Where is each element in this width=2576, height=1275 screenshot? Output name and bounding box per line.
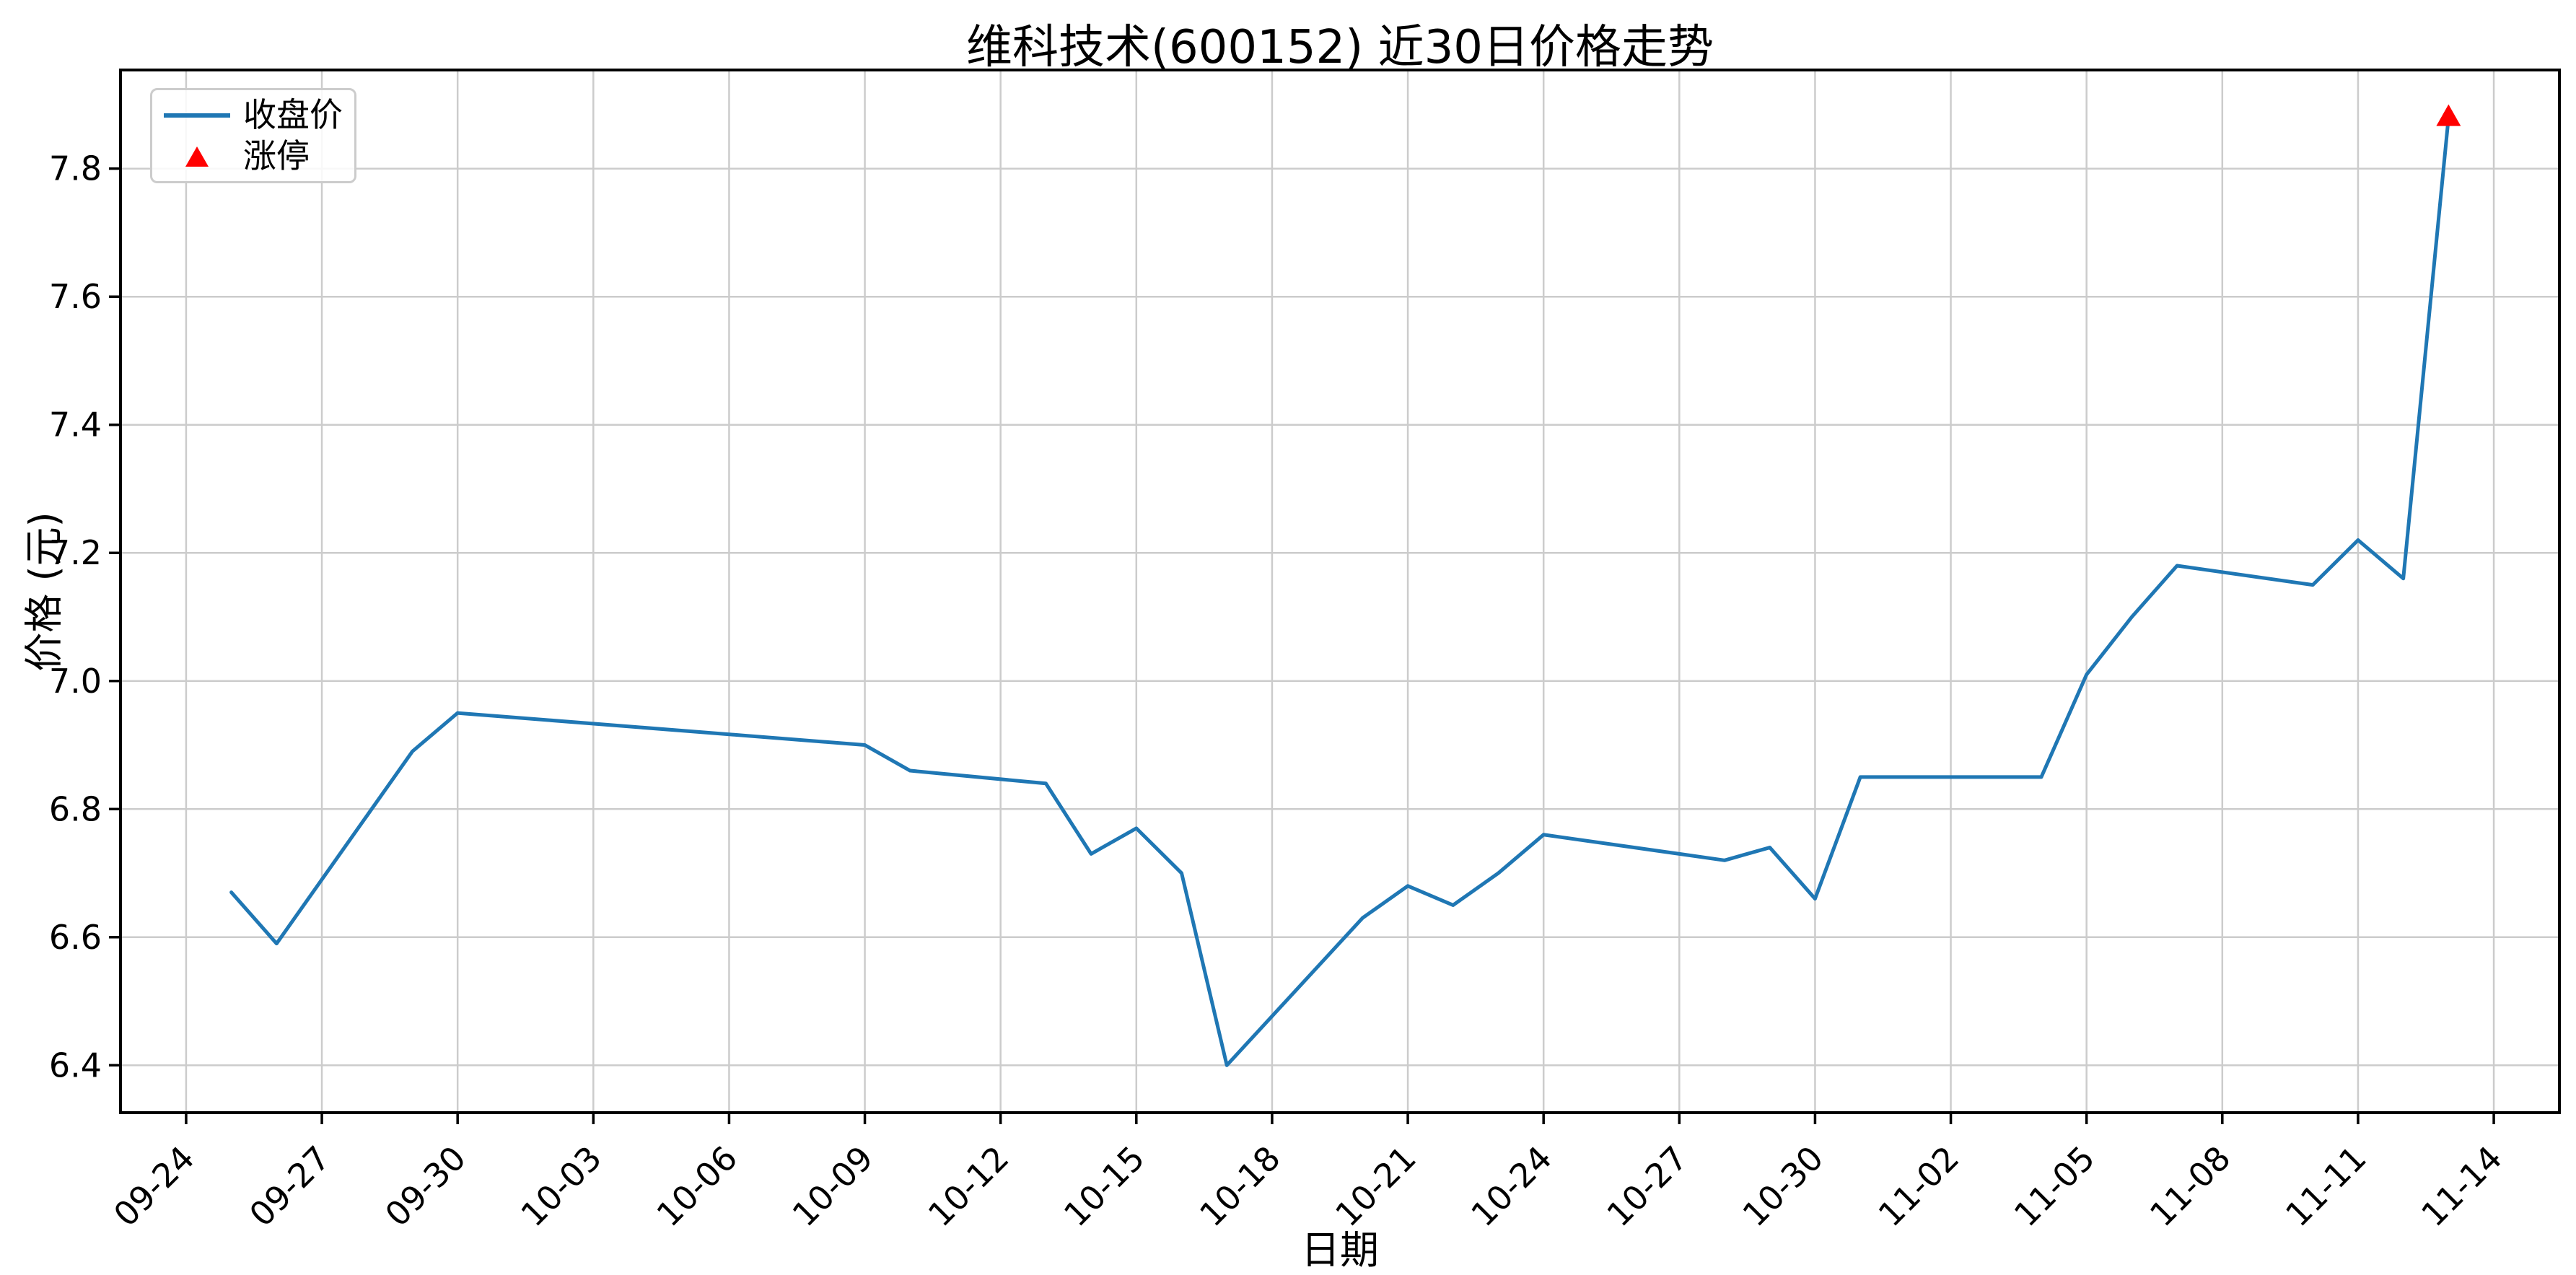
y-tick-label: 6.8 xyxy=(49,789,102,828)
y-tick-label: 7.8 xyxy=(49,149,102,188)
y-tick-label: 6.4 xyxy=(49,1046,102,1085)
y-tick-label: 7.0 xyxy=(49,662,102,701)
legend-item-close-price: 收盘价 xyxy=(164,97,343,133)
legend-label-close-price: 收盘价 xyxy=(243,95,343,135)
y-tick-label: 6.6 xyxy=(49,918,102,957)
price-line xyxy=(229,115,2450,1067)
legend: 收盘价 涨停 xyxy=(150,88,356,183)
chart-title: 维科技术(600152) 近30日价格走势 xyxy=(965,21,1714,74)
legend-label-limit-up: 涨停 xyxy=(243,136,310,176)
legend-item-limit-up: 涨停 xyxy=(164,138,343,175)
y-tick-label: 7.4 xyxy=(49,406,102,444)
y-axis-label: 价格 (元) xyxy=(21,512,67,672)
x-axis-label: 日期 xyxy=(1301,1227,1379,1273)
line-swatch-icon xyxy=(164,113,230,118)
y-tick-label: 7.2 xyxy=(49,533,102,572)
limit-up-marker xyxy=(2436,104,2461,126)
axes-frame xyxy=(119,69,2561,1114)
y-tick-label: 7.6 xyxy=(49,277,102,316)
triangle-up-icon xyxy=(164,146,230,167)
